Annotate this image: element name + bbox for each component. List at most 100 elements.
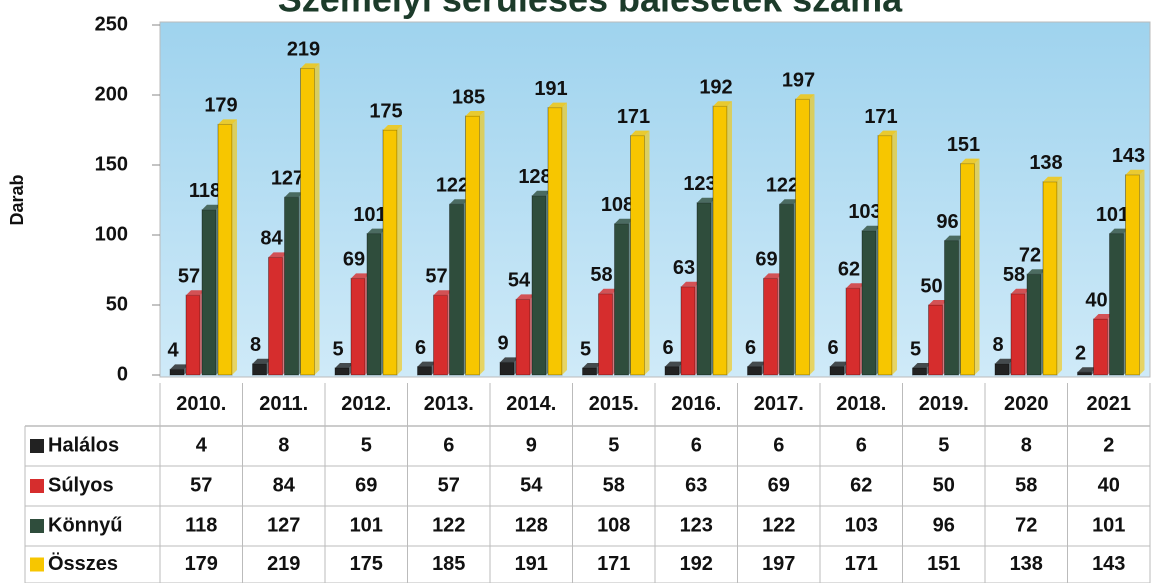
table-cell: 191: [515, 553, 548, 575]
data-label: 4: [167, 340, 179, 362]
bar: [664, 366, 680, 376]
legend-swatch: [30, 519, 44, 533]
bar: [861, 230, 877, 376]
y-tick-label: 50: [106, 293, 128, 315]
bar-top: [202, 204, 221, 210]
y-tick-label: 150: [95, 153, 128, 175]
bar-top: [630, 130, 650, 136]
bar: [252, 363, 267, 376]
data-label: 101: [353, 204, 386, 226]
table-cell: 54: [520, 474, 543, 496]
bar: [763, 277, 778, 376]
table-cell: 2: [1103, 434, 1114, 456]
bar: [630, 135, 645, 376]
x-tick-label: 2010.: [176, 393, 226, 415]
bar-top: [449, 199, 469, 205]
bar: [960, 163, 975, 376]
data-label: 143: [1112, 145, 1145, 167]
table-cell: 63: [685, 474, 707, 496]
bar: [366, 233, 382, 376]
table-cell: 50: [933, 474, 955, 496]
bar: [268, 256, 283, 376]
bar-top: [681, 281, 700, 287]
chart-title: Személyi sérüléses balesetek száma: [278, 0, 903, 20]
data-label: 2: [1075, 342, 1086, 364]
y-tick-label: 250: [95, 13, 128, 35]
bar: [712, 105, 728, 376]
bar-side: [809, 94, 815, 375]
bar-top: [1043, 176, 1062, 182]
bar: [417, 366, 432, 376]
data-label: 128: [518, 166, 551, 188]
table-cell: 171: [845, 553, 878, 575]
bar-top: [500, 357, 519, 363]
data-label: 123: [683, 173, 716, 195]
table-cell: 8: [278, 434, 289, 456]
table-cell: 6: [856, 434, 867, 456]
bar-top: [763, 273, 783, 279]
data-label: 69: [343, 249, 365, 271]
y-axis-label: Darab: [7, 174, 27, 225]
bar-side: [892, 130, 897, 375]
table-cell: 69: [768, 474, 790, 496]
bar-side: [644, 130, 650, 375]
bar: [1077, 371, 1092, 376]
table-cell: 192: [680, 553, 713, 575]
bar: [169, 368, 185, 376]
bar-top: [335, 363, 354, 368]
x-tick-label: 2013.: [424, 393, 474, 415]
data-label: 6: [827, 337, 838, 359]
data-label: 171: [617, 106, 650, 128]
data-label: 72: [1019, 244, 1041, 266]
table-cell: 72: [1015, 514, 1037, 536]
table-cell: 122: [762, 514, 795, 536]
bar-top: [697, 197, 716, 203]
bar: [382, 129, 398, 376]
table-cell: 5: [361, 434, 372, 456]
bar-top: [218, 119, 237, 125]
bar-top: [268, 252, 288, 258]
table-cell: 197: [762, 553, 795, 575]
bar-top: [465, 111, 485, 116]
bar-top: [795, 94, 815, 100]
bar: [350, 277, 366, 376]
data-label: 192: [699, 76, 732, 98]
bar: [1109, 233, 1124, 376]
bar: [201, 209, 217, 376]
data-label: 69: [755, 249, 777, 271]
x-tick-label: 2017.: [754, 393, 804, 415]
table-cell: 69: [355, 474, 377, 496]
bar-top: [1109, 228, 1129, 234]
bar-side: [974, 158, 980, 375]
data-label: 62: [838, 258, 860, 280]
table-cell: 8: [1021, 434, 1032, 456]
data-label: 101: [1096, 204, 1129, 226]
data-label: 138: [1029, 152, 1062, 174]
table-cell: 101: [1092, 514, 1125, 536]
bar: [795, 98, 810, 376]
bar-top: [912, 363, 932, 368]
bar-top: [300, 63, 320, 69]
bar-top: [862, 225, 881, 231]
bar: [614, 223, 629, 376]
x-tick-label: 2018.: [836, 393, 886, 415]
bar: [994, 363, 1010, 376]
table-cell: 58: [603, 474, 625, 496]
bar-top: [747, 361, 767, 367]
bar: [845, 287, 861, 376]
bar-top: [598, 288, 618, 294]
data-label: 175: [369, 100, 402, 122]
bar-top: [383, 125, 402, 130]
legend-swatch: [30, 479, 44, 493]
bar-side: [479, 111, 485, 375]
data-label: 171: [864, 106, 897, 128]
data-label: 96: [936, 211, 958, 233]
x-tick-label: 2014.: [506, 393, 556, 415]
table-cell: 179: [185, 553, 218, 575]
table-cell: 127: [267, 514, 300, 536]
bar: [531, 195, 547, 376]
bar-side: [1057, 176, 1062, 375]
data-label: 151: [947, 134, 980, 156]
